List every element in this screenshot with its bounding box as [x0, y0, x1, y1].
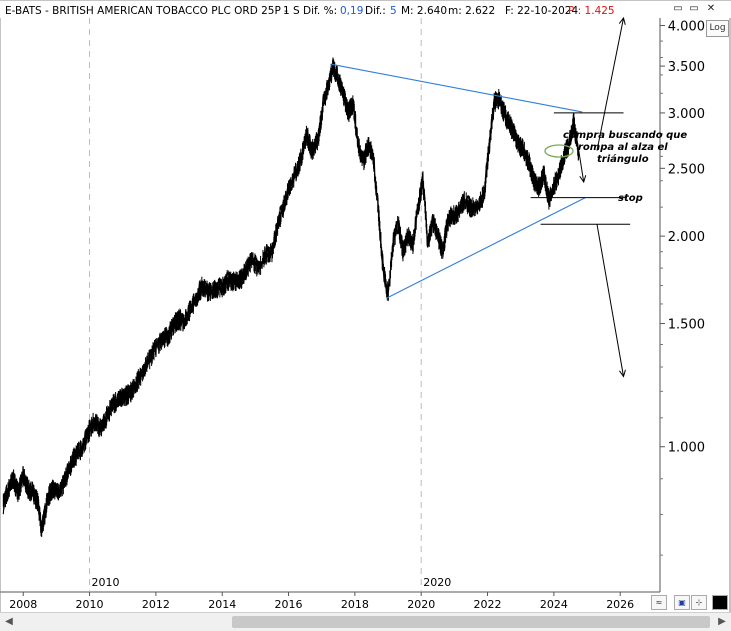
arrow-head-2: [618, 16, 626, 25]
price-line: [2, 57, 580, 537]
y-tick-label-3.000: 3.000: [668, 107, 705, 122]
cursor-tool-icon[interactable]: ⊹: [691, 595, 707, 610]
restore-button[interactable]: ▭: [689, 3, 699, 14]
x-tick-label-2014: 2014: [208, 598, 236, 611]
arrow-line-3: [596, 224, 625, 377]
y-tick-label-2.500: 2.500: [668, 162, 705, 177]
x-axis: 2010 2020 2008 2010 2012 2014 2016 2018 2020 2022…: [9, 576, 634, 611]
log-scale-toggle[interactable]: Log: [706, 20, 729, 37]
decade-label-2010: 2010: [92, 576, 120, 589]
x-tick-label-2008: 2008: [9, 598, 37, 611]
date-label: F: 22-10-2024: [505, 5, 578, 17]
x-tick-label-2022: 2022: [474, 598, 502, 611]
price-label: P : 1.425: [568, 5, 615, 17]
period-label: 1 S: [283, 5, 300, 17]
x-tick-label-2010: 2010: [76, 598, 104, 611]
triangle-trendline-1: [331, 63, 583, 113]
arrow-head-3: [619, 369, 626, 378]
annotation-stop: stop: [618, 193, 643, 204]
annotation-compra-line3: triángulo: [597, 153, 649, 165]
x-tick-label-2012: 2012: [142, 598, 170, 611]
grid-layer: [89, 18, 422, 592]
x-tick-label-2020: 2020: [407, 598, 435, 611]
dif-pct-value: 0,19: [340, 5, 363, 17]
color-swatch-icon[interactable]: [712, 595, 728, 610]
x-tick-label-2026: 2026: [606, 598, 634, 611]
x-tick-label-2016: 2016: [275, 598, 303, 611]
y-tick-label-3.500: 3.500: [668, 60, 705, 75]
compress-icon[interactable]: ≈: [651, 595, 667, 610]
annotation-compra-line1: compra buscando que: [563, 130, 687, 141]
drawings-layer: [331, 16, 631, 378]
min-label: m: 2.622: [448, 5, 495, 17]
arrow-head-1: [579, 175, 587, 184]
arrow-line-1: [573, 118, 585, 183]
dif-pct-label: Dif. %:: [303, 5, 337, 17]
y-tick-label-1.500: 1.500: [668, 318, 705, 333]
horizontal-scrollbar[interactable]: ◀ ▶: [0, 612, 731, 631]
y-tick-label-2.000: 2.000: [668, 230, 705, 245]
x-tick-label-2018: 2018: [341, 598, 369, 611]
close-button[interactable]: ✕: [706, 3, 716, 14]
decade-label-2020: 2020: [423, 576, 451, 589]
price-series: [2, 57, 580, 537]
buy-zone-ellipse: [544, 144, 574, 158]
y-axis: 1.000 1.500 2.000 2.500 3.000 3.500 4.000: [660, 20, 705, 556]
scroll-thumb[interactable]: [232, 616, 710, 628]
save-icon[interactable]: ▣: [674, 595, 690, 610]
annotation-compra-line2: rompa al alza el: [578, 142, 668, 153]
minimize-button[interactable]: ▭: [673, 3, 683, 14]
y-tick-label-4.000: 4.000: [668, 20, 705, 35]
triangle-trendline-2: [386, 197, 586, 299]
arrow-line-2: [596, 17, 625, 151]
scroll-left-icon[interactable]: ◀: [5, 616, 13, 627]
x-tick-label-2024: 2024: [540, 598, 568, 611]
max-label: M: 2.640: [401, 5, 447, 17]
chart-title: E-BATS - BRITISH AMERICAN TOBACCO PLC OR…: [5, 5, 288, 17]
dif-label: Dif.:: [365, 5, 386, 17]
scroll-right-icon[interactable]: ▶: [718, 616, 726, 627]
y-tick-label-1.000: 1.000: [668, 441, 705, 456]
dif-value: 5: [390, 5, 397, 17]
